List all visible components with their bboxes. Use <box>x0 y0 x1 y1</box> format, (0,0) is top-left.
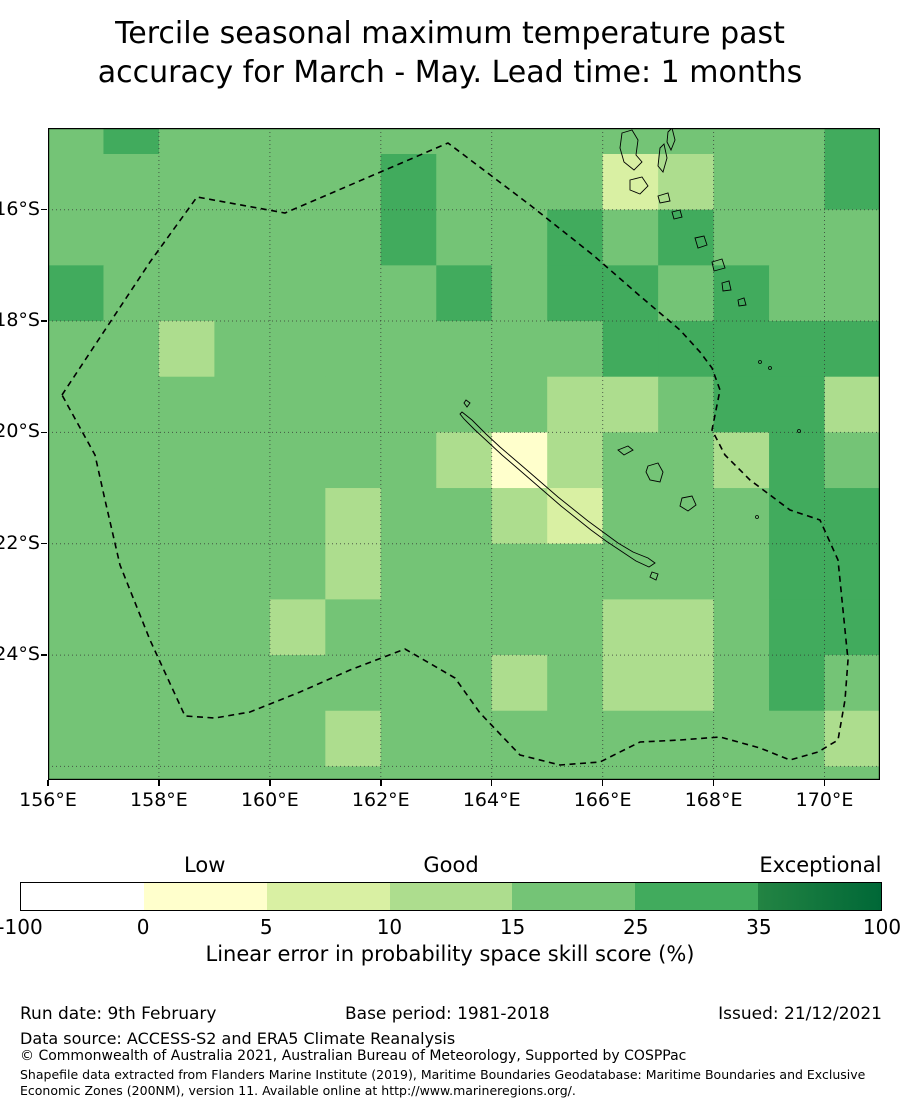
base-period-text: Base period: 1981-2018 <box>345 1004 550 1024</box>
x-axis-tick <box>490 780 493 786</box>
x-axis-tick-label: 166°E <box>573 789 632 811</box>
colorbar-tick-label: 0 <box>136 915 150 939</box>
x-axis-tick-label: 160°E <box>240 789 299 811</box>
x-axis-tick <box>601 780 604 786</box>
x-axis-tick-label: 162°E <box>351 789 410 811</box>
colorbar-category-label: Low <box>184 853 226 877</box>
figure-title-line2: accuracy for March - May. Lead time: 1 m… <box>97 55 803 90</box>
y-axis-tick-label: 22°S <box>0 531 40 554</box>
colorbar-segment <box>512 883 636 910</box>
x-axis-tick <box>712 780 715 786</box>
y-axis-tick <box>41 654 47 656</box>
issued-date-text: Issued: 21/12/2021 <box>718 1004 882 1024</box>
x-axis-tick-label: 156°E <box>19 789 77 811</box>
x-axis-tick <box>380 780 382 786</box>
y-axis-tick-label: 16°S <box>0 197 40 220</box>
colorbar <box>20 882 882 911</box>
colorbar-tick-label: -100 <box>0 915 43 939</box>
y-axis-tick-label: 18°S <box>0 309 40 332</box>
run-date-text: Run date: 9th February <box>20 1004 217 1024</box>
x-axis-tick <box>47 780 49 786</box>
colorbar-tick-label: 10 <box>376 915 403 939</box>
colorbar-segment <box>266 883 390 910</box>
colorbar-segment <box>758 883 882 910</box>
x-axis-tick-label: 168°E <box>684 789 743 811</box>
colorbar-tick-label: 35 <box>746 915 772 939</box>
colorbar-caption: Linear error in probability space skill … <box>205 942 695 966</box>
colorbar-segment <box>143 883 267 910</box>
y-axis-tick <box>41 431 47 434</box>
x-axis-tick <box>823 780 826 786</box>
data-source-text: Data source: ACCESS-S2 and ERA5 Climate … <box>20 1029 456 1048</box>
colorbar-category-label: Good <box>423 853 479 877</box>
figure-title-line1: Tercile seasonal maximum temperature pas… <box>115 16 785 51</box>
y-axis-tick-label: 20°S <box>0 420 40 443</box>
colorbar-tick-label: 25 <box>622 915 649 939</box>
y-axis-tick <box>41 208 47 211</box>
colorbar-segment <box>21 883 144 910</box>
colorbar-category-label: Exceptional <box>759 853 882 877</box>
x-axis-tick-label: 164°E <box>462 789 521 811</box>
y-axis-tick <box>41 542 47 545</box>
y-axis-tick <box>41 320 47 322</box>
x-axis-tick-label: 158°E <box>130 789 188 811</box>
x-axis-tick-label: 170°E <box>795 789 854 811</box>
colorbar-tick-label: 5 <box>259 915 273 939</box>
copyright-text: © Commonwealth of Australia 2021, Austra… <box>20 1048 687 1064</box>
shapefile-note: Shapefile data extracted from Flanders M… <box>20 1067 866 1098</box>
map-canvas <box>48 128 880 780</box>
colorbar-segment <box>389 883 513 910</box>
y-axis-tick-label: 24°S <box>0 643 40 666</box>
figure-title: Tercile seasonal maximum temperature pas… <box>0 14 900 92</box>
x-axis-tick <box>269 780 271 786</box>
colorbar-segment <box>635 883 759 910</box>
colorbar-tick-label: 15 <box>499 915 526 939</box>
colorbar-tick-label: 100 <box>862 915 900 939</box>
x-axis-tick <box>158 780 160 786</box>
